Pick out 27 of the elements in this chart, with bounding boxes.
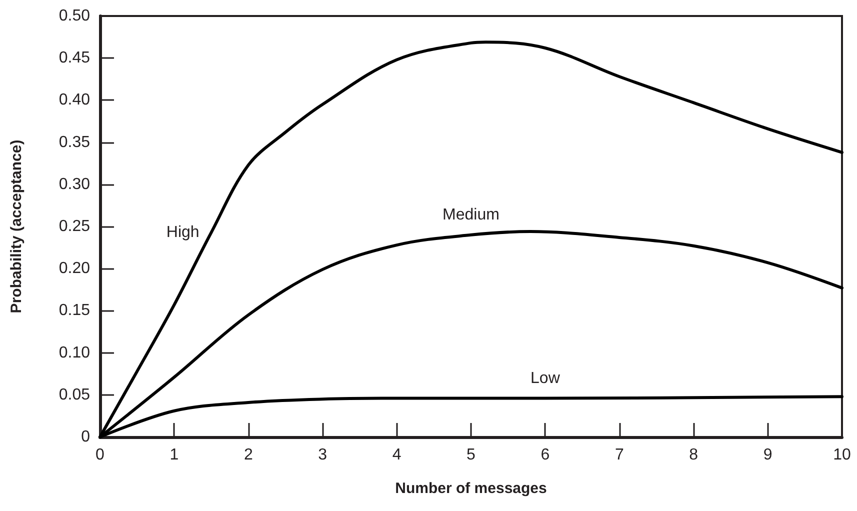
y-tick-label: 0.30 [58,176,90,193]
y-tick-label: 0.45 [58,50,90,67]
series-label: Low [530,370,560,387]
x-tick-label: 6 [540,446,550,464]
x-tick-label: 5 [466,446,476,464]
x-tick-label: 4 [392,446,402,464]
y-tick-label: 0.25 [58,218,90,235]
y-tick-label: 0.10 [58,344,90,362]
x-tick-label: 2 [244,446,253,464]
y-tick-label: 0.15 [58,302,90,320]
x-tick-label: 3 [318,446,328,464]
x-tick-label: 8 [689,446,698,464]
y-tick-label: 0.20 [58,260,90,278]
x-tick-label: 1 [170,446,179,464]
x-tick-label: 9 [763,446,772,464]
x-tick-label: 10 [833,446,851,464]
y-tick-label: 0 [81,428,90,446]
x-axis-title: Number of messages [395,480,547,497]
series-label: High [166,224,200,241]
y-tick-label: 0.50 [58,8,90,24]
x-tick-label: 7 [614,446,624,464]
y-tick-label: 0.05 [58,386,90,404]
y-tick-label: 0.35 [58,134,90,151]
y-tick-label: 0.40 [58,92,90,109]
x-tick-label: 0 [96,446,105,464]
y-axis-title: Probability (acceptance) [8,140,25,314]
series-label: Medium [442,206,500,224]
